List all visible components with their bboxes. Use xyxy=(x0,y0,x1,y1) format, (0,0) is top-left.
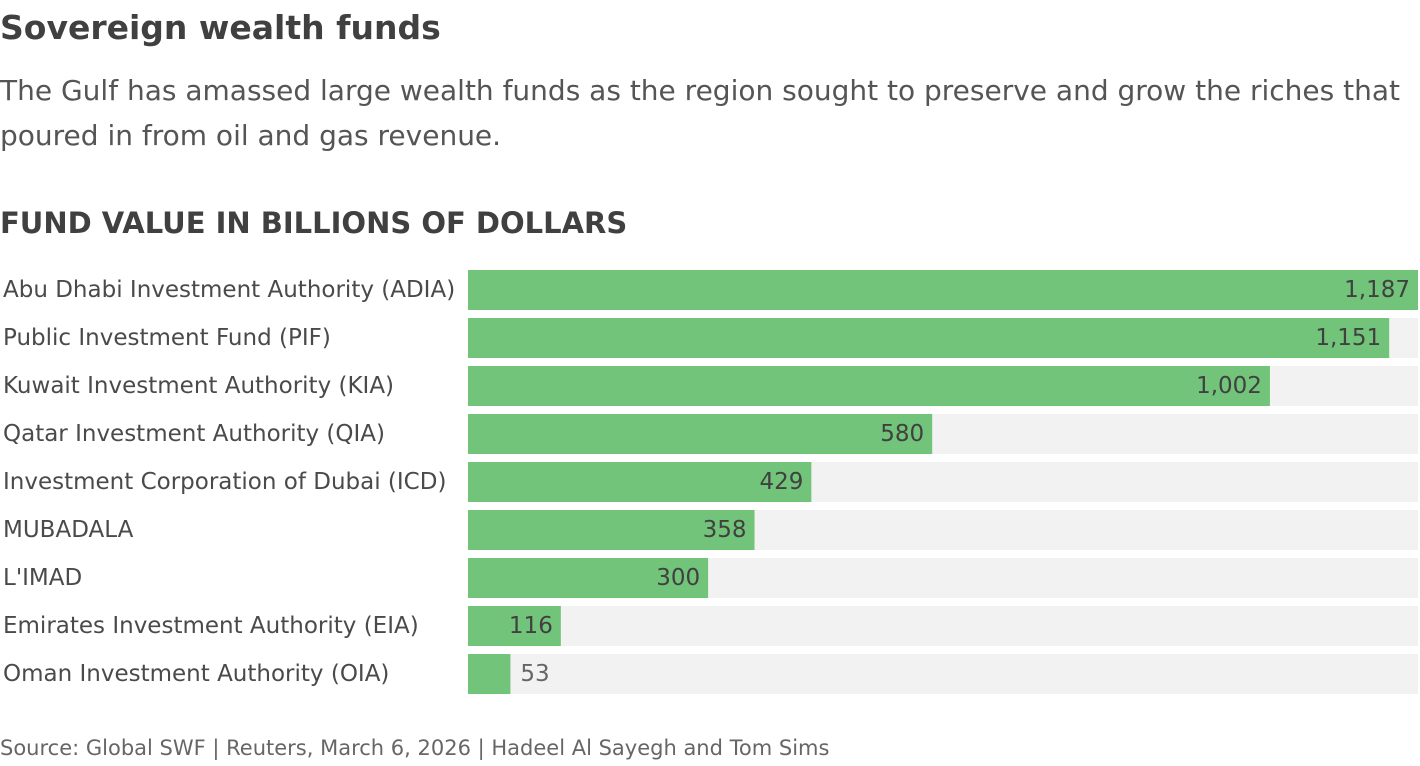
chart-subtitle: The Gulf has amassed large wealth funds … xyxy=(0,74,1400,152)
category-label: Qatar Investment Authority (QIA) xyxy=(3,421,385,447)
bar xyxy=(468,318,1390,358)
bar xyxy=(468,414,933,454)
bar-track xyxy=(468,654,1418,694)
chart-title: Sovereign wealth funds xyxy=(0,8,441,47)
category-label: Emirates Investment Authority (EIA) xyxy=(3,613,419,639)
value-label: 358 xyxy=(703,517,747,543)
source-note: Source: Global SWF | Reuters, March 6, 2… xyxy=(0,736,830,760)
category-label: Investment Corporation of Dubai (ICD) xyxy=(3,469,446,495)
value-label: 300 xyxy=(656,565,700,591)
value-label: 116 xyxy=(509,613,553,639)
value-label: 1,151 xyxy=(1315,325,1381,351)
category-label: Abu Dhabi Investment Authority (ADIA) xyxy=(3,277,455,303)
category-label: Kuwait Investment Authority (KIA) xyxy=(3,373,394,399)
category-label: L'IMAD xyxy=(3,565,82,591)
section-heading: FUND VALUE IN BILLIONS OF DOLLARS xyxy=(0,206,628,240)
value-label: 580 xyxy=(880,421,924,447)
category-label: Oman Investment Authority (OIA) xyxy=(3,661,389,687)
bar xyxy=(468,606,561,646)
value-label: 1,002 xyxy=(1196,373,1262,399)
category-label: MUBADALA xyxy=(3,517,134,543)
bar xyxy=(468,510,755,550)
value-label: 53 xyxy=(520,661,549,687)
bar-track xyxy=(468,606,1418,646)
bar xyxy=(468,654,511,694)
bar xyxy=(468,270,1418,310)
bar xyxy=(468,558,709,598)
value-label: 429 xyxy=(759,469,803,495)
bar-chart: Abu Dhabi Investment Authority (ADIA) 1,1… xyxy=(3,270,1418,694)
value-label: 1,187 xyxy=(1344,277,1410,303)
category-label: Public Investment Fund (PIF) xyxy=(3,325,331,351)
bar xyxy=(468,366,1270,406)
bar xyxy=(468,462,812,502)
